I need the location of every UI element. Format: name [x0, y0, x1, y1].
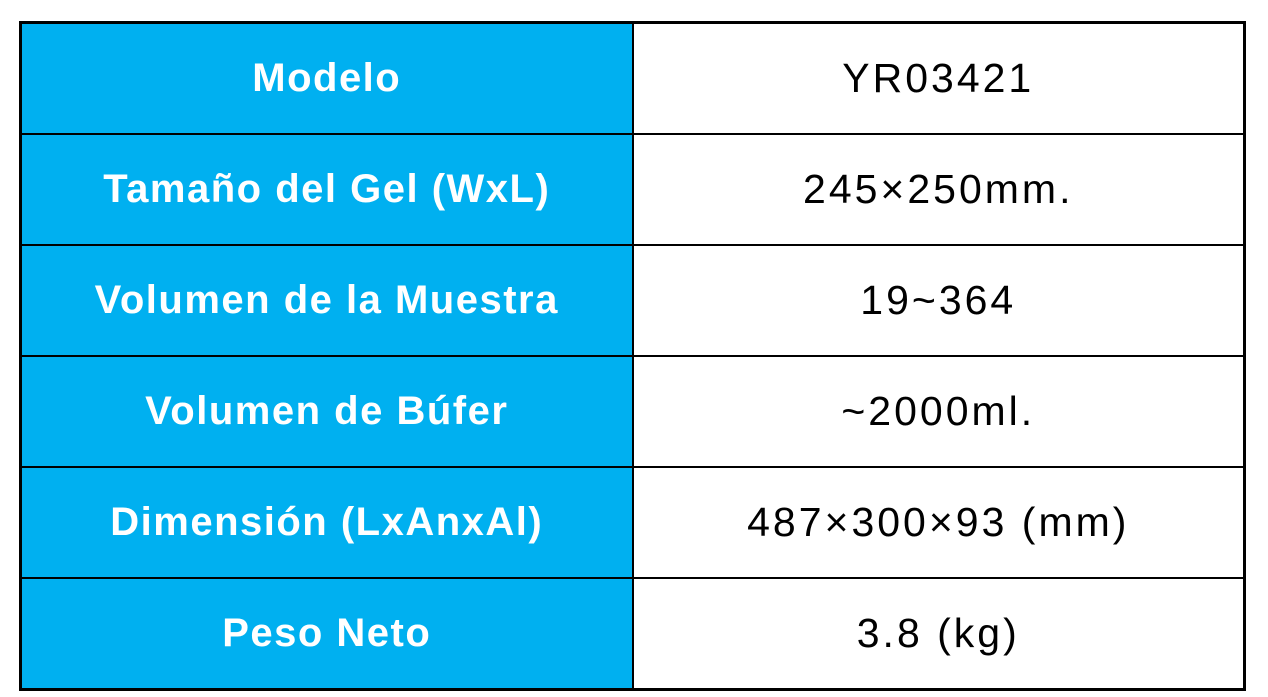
spec-label-buffer-volume: Volumen de Búfer [19, 355, 634, 468]
table-row: Dimensión (LxAnxAl) 487×300×93 (mm) [19, 466, 1246, 579]
spec-value-gel-size: 245×250mm. [631, 133, 1246, 246]
spec-label-modelo: Modelo [19, 21, 634, 135]
spec-label-sample-volume: Volumen de la Muestra [19, 244, 634, 357]
spec-value-dimension: 487×300×93 (mm) [631, 466, 1246, 579]
table-row: Modelo YR03421 [19, 21, 1246, 135]
spec-table: Modelo YR03421 Tamaño del Gel (WxL) 245×… [19, 21, 1246, 691]
table-row: Tamaño del Gel (WxL) 245×250mm. [19, 133, 1246, 246]
table-row: Peso Neto 3.8 (kg) [19, 577, 1246, 691]
spec-value-net-weight: 3.8 (kg) [631, 577, 1246, 691]
spec-value-buffer-volume: ~2000ml. [631, 355, 1246, 468]
spec-label-gel-size: Tamaño del Gel (WxL) [19, 133, 634, 246]
spec-value-modelo: YR03421 [631, 21, 1246, 135]
spec-label-dimension: Dimensión (LxAnxAl) [19, 466, 634, 579]
table-row: Volumen de Búfer ~2000ml. [19, 355, 1246, 468]
table-row: Volumen de la Muestra 19~364 [19, 244, 1246, 357]
spec-value-sample-volume: 19~364 [631, 244, 1246, 357]
spec-label-net-weight: Peso Neto [19, 577, 634, 691]
